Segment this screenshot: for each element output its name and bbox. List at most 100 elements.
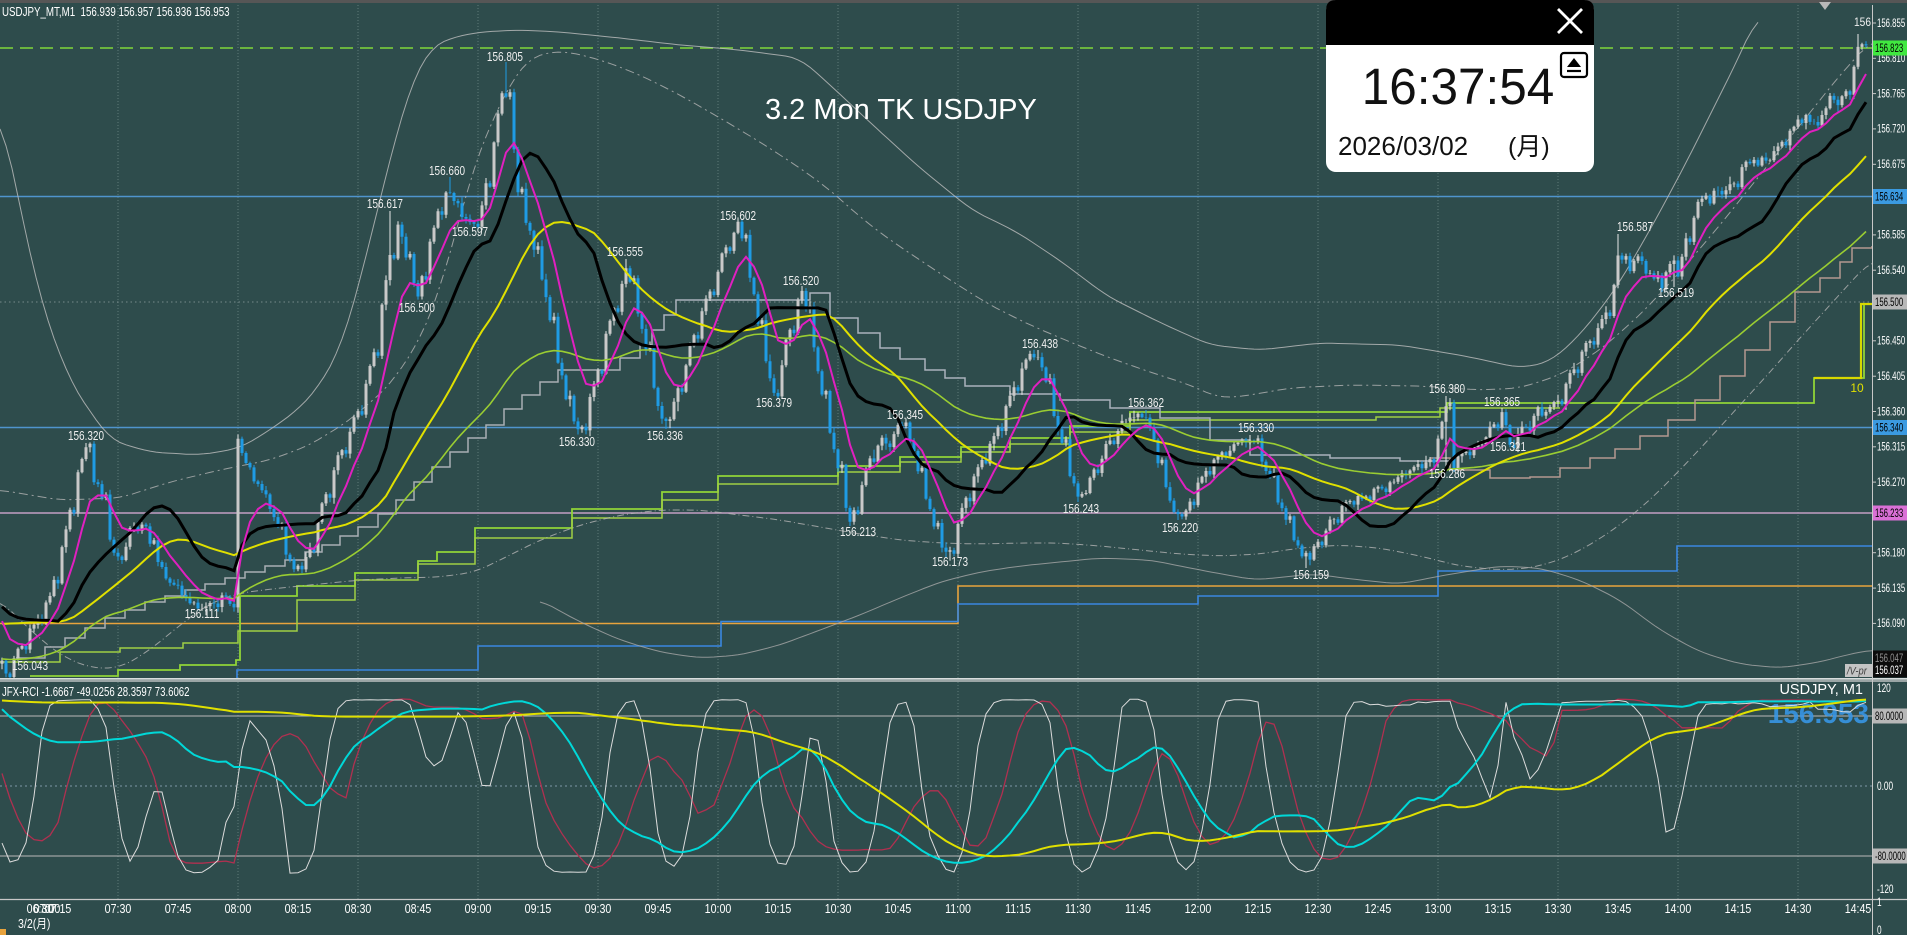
svg-text:80.0000: 80.0000 bbox=[1875, 710, 1903, 723]
svg-text:156.362: 156.362 bbox=[1128, 397, 1164, 410]
svg-text:14:30: 14:30 bbox=[1785, 901, 1812, 916]
svg-text:156.159: 156.159 bbox=[1293, 569, 1329, 582]
svg-text:13:00: 13:00 bbox=[1425, 901, 1452, 916]
svg-text:11:00: 11:00 bbox=[945, 901, 971, 916]
svg-text:3.2 Mon TK USDJPY: 3.2 Mon TK USDJPY bbox=[765, 94, 1037, 126]
svg-text:156.233: 156.233 bbox=[1875, 507, 1903, 520]
svg-text:09:15: 09:15 bbox=[525, 901, 552, 916]
svg-text:11:30: 11:30 bbox=[1065, 901, 1091, 916]
svg-text:156.675: 156.675 bbox=[1877, 159, 1905, 172]
svg-text:08:00: 08:00 bbox=[225, 901, 252, 916]
svg-text:156.519: 156.519 bbox=[1658, 287, 1694, 300]
svg-text:156.405: 156.405 bbox=[1877, 370, 1905, 383]
svg-text:12:00: 12:00 bbox=[1185, 901, 1212, 916]
svg-text:156.330: 156.330 bbox=[1238, 422, 1274, 435]
svg-text:156.597: 156.597 bbox=[452, 226, 488, 239]
svg-text:(月): (月) bbox=[1508, 133, 1550, 161]
svg-text:11:15: 11:15 bbox=[1005, 901, 1031, 916]
svg-text:156.340: 156.340 bbox=[1875, 422, 1903, 435]
svg-text:156.520: 156.520 bbox=[783, 275, 819, 288]
svg-text:11:45: 11:45 bbox=[1125, 901, 1151, 916]
svg-text:12:45: 12:45 bbox=[1365, 901, 1392, 916]
svg-text:156.037: 156.037 bbox=[1875, 664, 1903, 677]
svg-text:10:15: 10:15 bbox=[765, 901, 792, 916]
svg-text:/V-pr: /V-pr bbox=[1846, 666, 1867, 678]
svg-text:156.047: 156.047 bbox=[1875, 652, 1903, 665]
svg-text:156.380: 156.380 bbox=[1429, 383, 1465, 396]
svg-text:156.555: 156.555 bbox=[607, 246, 643, 259]
svg-text:156.500: 156.500 bbox=[1875, 296, 1903, 309]
svg-text:156.286: 156.286 bbox=[1429, 468, 1465, 481]
svg-text:156.602: 156.602 bbox=[720, 210, 756, 223]
svg-text:09:30: 09:30 bbox=[585, 901, 612, 916]
svg-text:156.720: 156.720 bbox=[1877, 123, 1905, 136]
svg-text:07:45: 07:45 bbox=[165, 901, 192, 916]
svg-text:156.213: 156.213 bbox=[840, 526, 876, 539]
svg-text:156.243: 156.243 bbox=[1063, 503, 1099, 516]
svg-text:156.315: 156.315 bbox=[1877, 441, 1905, 454]
svg-text:09:45: 09:45 bbox=[645, 901, 672, 916]
svg-text:-80.0000: -80.0000 bbox=[1875, 850, 1906, 863]
svg-text:0: 0 bbox=[1877, 925, 1882, 935]
svg-text:13:45: 13:45 bbox=[1605, 901, 1632, 916]
svg-text:10:30: 10:30 bbox=[825, 901, 852, 916]
svg-text:156.500: 156.500 bbox=[399, 302, 435, 315]
svg-text:JFX-RCI -1.6667 -49.0256 28.35: JFX-RCI -1.6667 -49.0256 28.3597 73.6062 bbox=[2, 686, 190, 700]
svg-text:156.365: 156.365 bbox=[1484, 396, 1520, 409]
svg-text:156.043: 156.043 bbox=[12, 660, 48, 673]
svg-text:10:00: 10:00 bbox=[705, 901, 732, 916]
svg-text:07:00: 07:00 bbox=[34, 901, 61, 916]
svg-text:16:37:54: 16:37:54 bbox=[1362, 58, 1555, 115]
svg-text:156.321: 156.321 bbox=[1490, 441, 1526, 454]
svg-text:06:30: 06:30 bbox=[27, 901, 54, 916]
svg-text:156.765: 156.765 bbox=[1877, 88, 1905, 101]
svg-text:156.320: 156.320 bbox=[68, 430, 104, 443]
svg-text:USDJPY_MT,M1 156.939 156.957: USDJPY_MT,M1 156.939 156.957 156.936 156… bbox=[2, 6, 230, 20]
svg-text:14:00: 14:00 bbox=[1665, 901, 1692, 916]
svg-text:14:15: 14:15 bbox=[1725, 901, 1752, 916]
svg-text:10: 10 bbox=[1850, 381, 1864, 395]
svg-text:156.220: 156.220 bbox=[1162, 522, 1198, 535]
svg-text:156.173: 156.173 bbox=[932, 556, 968, 569]
svg-text:156.953: 156.953 bbox=[1768, 698, 1869, 729]
svg-text:156.585: 156.585 bbox=[1877, 229, 1905, 242]
svg-text:08:30: 08:30 bbox=[345, 901, 372, 916]
svg-text:156.090: 156.090 bbox=[1877, 618, 1905, 631]
svg-text:1: 1 bbox=[1877, 897, 1882, 910]
svg-text:156.330: 156.330 bbox=[559, 436, 595, 449]
svg-text:156.360: 156.360 bbox=[1877, 406, 1905, 419]
svg-text:156.540: 156.540 bbox=[1877, 265, 1905, 278]
svg-text:07:15: 07:15 bbox=[45, 901, 72, 916]
svg-text:12:30: 12:30 bbox=[1305, 901, 1332, 916]
svg-text:156.111: 156.111 bbox=[185, 608, 220, 621]
svg-text:156.855: 156.855 bbox=[1877, 17, 1905, 30]
svg-text:3/2(月): 3/2(月) bbox=[18, 917, 51, 931]
svg-text:0.00: 0.00 bbox=[1877, 781, 1893, 794]
svg-text:156.634: 156.634 bbox=[1875, 191, 1903, 204]
svg-text:09:00: 09:00 bbox=[465, 901, 492, 916]
svg-text:08:45: 08:45 bbox=[405, 901, 432, 916]
svg-text:156.345: 156.345 bbox=[887, 409, 923, 422]
svg-text:156.450: 156.450 bbox=[1877, 335, 1905, 348]
svg-text:156.810: 156.810 bbox=[1877, 53, 1905, 66]
svg-text:13:15: 13:15 bbox=[1485, 901, 1512, 916]
svg-text:156.180: 156.180 bbox=[1877, 547, 1905, 560]
svg-text:156.823: 156.823 bbox=[1875, 42, 1903, 55]
svg-text:2026/03/02: 2026/03/02 bbox=[1338, 131, 1468, 161]
svg-text:156.336: 156.336 bbox=[647, 430, 683, 443]
svg-text:12:15: 12:15 bbox=[1245, 901, 1272, 916]
svg-text:14:45: 14:45 bbox=[1845, 901, 1872, 916]
svg-text:13:30: 13:30 bbox=[1545, 901, 1572, 916]
svg-text:-120: -120 bbox=[1877, 884, 1894, 897]
svg-text:10:45: 10:45 bbox=[885, 901, 912, 916]
svg-text:156.660: 156.660 bbox=[429, 165, 465, 178]
svg-text:156.379: 156.379 bbox=[756, 397, 792, 410]
svg-text:08:15: 08:15 bbox=[285, 901, 312, 916]
svg-text:156.270: 156.270 bbox=[1877, 476, 1905, 489]
svg-text:07:30: 07:30 bbox=[105, 901, 132, 916]
svg-text:156.135: 156.135 bbox=[1877, 582, 1905, 595]
svg-text:USDJPY, M1: USDJPY, M1 bbox=[1779, 682, 1863, 698]
svg-text:156.587: 156.587 bbox=[1617, 221, 1653, 234]
svg-text:156.617: 156.617 bbox=[367, 198, 403, 211]
svg-text:156.805: 156.805 bbox=[487, 51, 523, 64]
